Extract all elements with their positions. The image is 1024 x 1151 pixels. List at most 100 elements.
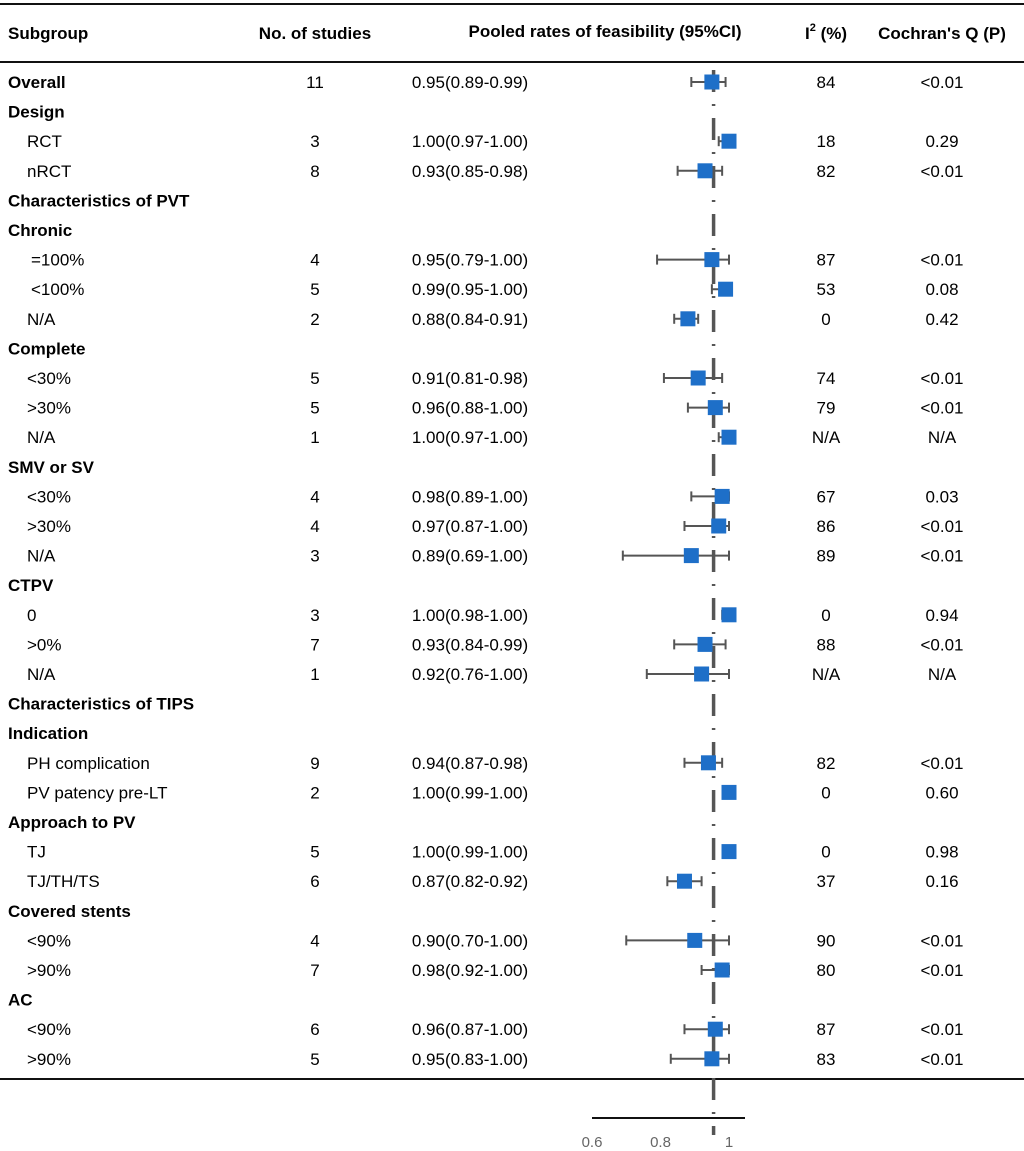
- row-cochran-q: N/A: [928, 665, 957, 684]
- table-row: TJ 5 1.00(0.99-1.00) 0 0.98: [27, 843, 959, 862]
- header-i2-tail: (%): [816, 24, 847, 43]
- row-i2: 86: [817, 517, 836, 536]
- table-row: Design: [8, 103, 65, 122]
- row-cochran-q: <0.01: [920, 961, 963, 980]
- table-row: PV patency pre-LT 2 1.00(0.99-1.00) 0 0.60: [27, 783, 959, 802]
- row-ci: 0.95(0.83-1.00): [412, 1050, 528, 1069]
- header-i2-main: I: [805, 24, 810, 43]
- estimate-marker: [704, 74, 720, 90]
- row-cochran-q: <0.01: [920, 1020, 963, 1039]
- row-cochran-q: <0.01: [920, 547, 963, 566]
- row-label: PV patency pre-LT: [27, 783, 167, 802]
- row-label: nRCT: [27, 162, 71, 181]
- row-cochran-q: 0.42: [925, 310, 958, 329]
- estimate-marker: [718, 281, 734, 297]
- estimate-marker: [704, 252, 720, 268]
- table-row: AC: [8, 991, 33, 1010]
- row-label: N/A: [27, 310, 56, 329]
- table-row: >90% 5 0.95(0.83-1.00) 83 <0.01: [27, 1050, 964, 1069]
- row-ci: 0.98(0.92-1.00): [412, 961, 528, 980]
- row-i2: 79: [817, 399, 836, 418]
- table-row: Covered stents: [8, 902, 131, 921]
- row-ci: 0.97(0.87-1.00): [412, 517, 528, 536]
- row-studies: 3: [310, 606, 319, 625]
- row-cochran-q: 0.08: [925, 280, 958, 299]
- row-cochran-q: N/A: [928, 428, 957, 447]
- row-cochran-q: <0.01: [920, 251, 963, 270]
- estimate-marker: [721, 133, 737, 149]
- row-ci: 1.00(0.99-1.00): [412, 783, 528, 802]
- row-label: TJ/TH/TS: [27, 872, 100, 891]
- table-row: CTPV: [8, 576, 54, 595]
- row-studies: 7: [310, 635, 319, 654]
- row-i2: 87: [817, 1020, 836, 1039]
- table-row: Complete: [8, 339, 85, 358]
- estimate-marker: [714, 962, 730, 978]
- estimate-marker: [707, 400, 723, 416]
- estimate-marker: [721, 607, 737, 623]
- table-row: N/A 1 1.00(0.97-1.00) N/A N/A: [27, 428, 957, 447]
- row-studies: 2: [310, 310, 319, 329]
- row-ci: 0.90(0.70-1.00): [412, 931, 528, 950]
- row-i2: 88: [817, 635, 836, 654]
- row-label: PH complication: [27, 754, 150, 773]
- row-studies: 7: [310, 961, 319, 980]
- row-i2: 67: [817, 487, 836, 506]
- row-cochran-q: 0.98: [925, 843, 958, 862]
- table-row: N/A 1 0.92(0.76-1.00) N/A N/A: [27, 665, 957, 684]
- row-ci: 1.00(0.97-1.00): [412, 132, 528, 151]
- row-ci: 0.93(0.85-0.98): [412, 162, 528, 181]
- row-studies: 5: [310, 399, 319, 418]
- row-label: Design: [8, 103, 65, 122]
- row-cochran-q: <0.01: [920, 399, 963, 418]
- table-row: nRCT 8 0.93(0.85-0.98) 82 <0.01: [27, 162, 964, 181]
- row-studies: 11: [306, 73, 324, 92]
- row-ci: 0.92(0.76-1.00): [412, 665, 528, 684]
- x-tick-label: 0.8: [650, 1134, 671, 1151]
- table-row: <100% 5 0.99(0.95-1.00) 53 0.08: [31, 280, 959, 299]
- header-pooled: Pooled rates of feasibility (95%CI): [468, 22, 741, 41]
- estimate-marker: [707, 1021, 723, 1037]
- row-label: >90%: [27, 961, 71, 980]
- table-row: >90% 7 0.98(0.92-1.00) 80 <0.01: [27, 961, 964, 980]
- row-i2: 89: [817, 547, 836, 566]
- row-cochran-q: <0.01: [920, 754, 963, 773]
- row-label: >30%: [27, 517, 71, 536]
- row-studies: 4: [310, 931, 319, 950]
- row-studies: 4: [310, 487, 319, 506]
- row-studies: 2: [310, 783, 319, 802]
- row-ci: 0.99(0.95-1.00): [412, 280, 528, 299]
- row-label: <100%: [31, 280, 84, 299]
- row-i2: 80: [817, 961, 836, 980]
- row-label: 0: [27, 606, 36, 625]
- header-i2: I2 (%): [805, 22, 847, 43]
- row-studies: 5: [310, 843, 319, 862]
- row-label: >0%: [27, 635, 62, 654]
- row-i2: 18: [817, 132, 836, 151]
- rows-group: Overall 11 0.95(0.89-0.99) 84 <0.01DesignRCT…: [8, 73, 964, 1069]
- row-ci: 0.89(0.69-1.00): [412, 547, 528, 566]
- row-cochran-q: <0.01: [920, 73, 963, 92]
- row-cochran-q: 0.03: [925, 487, 958, 506]
- row-studies: 5: [310, 280, 319, 299]
- row-studies: 6: [310, 872, 319, 891]
- row-i2: 0: [821, 606, 830, 625]
- estimate-marker: [697, 163, 713, 179]
- row-ci: 1.00(0.97-1.00): [412, 428, 528, 447]
- header-cochran-q: Cochran's Q (P): [878, 24, 1006, 43]
- row-label: N/A: [27, 428, 56, 447]
- row-ci: 0.87(0.82-0.92): [412, 872, 528, 891]
- row-label: Characteristics of PVT: [8, 191, 190, 210]
- row-label: <30%: [27, 487, 71, 506]
- table-row: <90% 4 0.90(0.70-1.00) 90 <0.01: [27, 931, 964, 950]
- row-label: =100%: [31, 251, 84, 270]
- x-axis: 0.6 0.8 1: [582, 1117, 745, 1151]
- table-row: <90% 6 0.96(0.87-1.00) 87 <0.01: [27, 1020, 964, 1039]
- row-label: Chronic: [8, 221, 72, 240]
- table-row: Approach to PV: [8, 813, 136, 832]
- estimate-marker: [721, 844, 737, 860]
- row-ci: 1.00(0.98-1.00): [412, 606, 528, 625]
- estimate-marker: [676, 873, 692, 889]
- table-row: Indication: [8, 724, 88, 743]
